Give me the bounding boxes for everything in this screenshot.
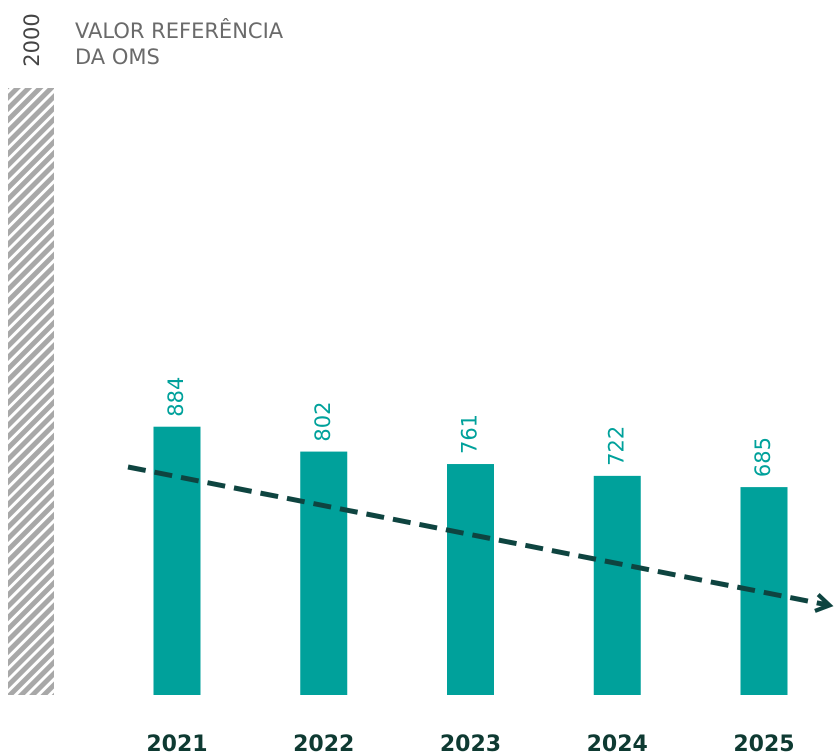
x-tick-label: 2025: [733, 732, 794, 755]
value-label: 884: [164, 377, 188, 417]
bar: [447, 464, 494, 695]
value-label: 722: [604, 426, 628, 466]
reference-value-label: 2000: [20, 13, 44, 66]
marks: [8, 88, 788, 695]
bar: [300, 451, 348, 695]
reference-label: VALOR REFERÊNCIA: [75, 18, 284, 43]
reference-label: DA OMS: [75, 45, 160, 69]
value-label: 761: [458, 414, 482, 454]
bar: [593, 475, 641, 695]
x-tick-label: 2022: [293, 732, 354, 755]
bar: [153, 426, 201, 695]
value-label: 802: [311, 401, 335, 441]
trend-arrow: [127, 464, 828, 605]
x-tick-label: 2024: [587, 732, 648, 755]
x-tick-label: 2021: [146, 732, 207, 755]
value-label: 685: [751, 437, 775, 477]
x-tick-label: 2023: [440, 732, 501, 755]
reference-bar: [8, 88, 54, 695]
